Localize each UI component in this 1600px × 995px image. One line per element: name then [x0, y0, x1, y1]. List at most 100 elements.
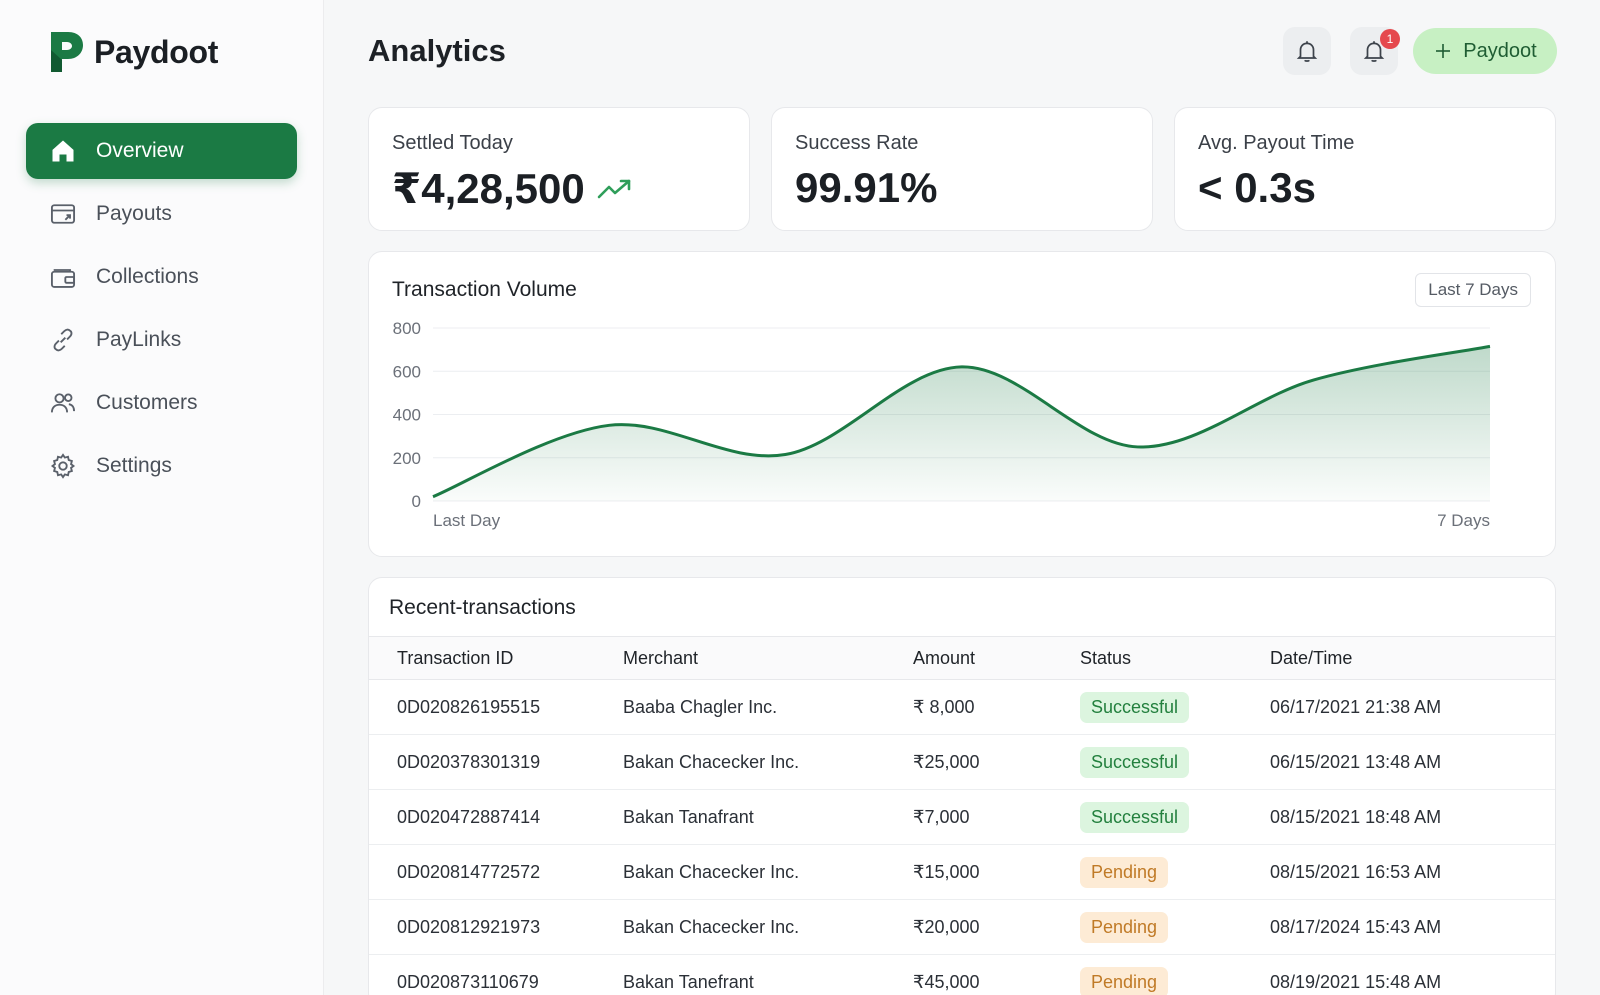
status-cell: Pending	[1080, 899, 1270, 955]
column-header[interactable]: Date/Time	[1270, 647, 1353, 668]
table-title: Recent-transactions	[389, 596, 576, 619]
transaction-id-cell: 0D020472887414	[369, 789, 623, 845]
transaction-id-cell: 0D020826195515	[369, 679, 623, 735]
datetime-cell: 08/15/2021 18:48 AM	[1270, 789, 1555, 845]
series-line	[432, 344, 1491, 499]
table-row[interactable]: 0D020378301319 Bakan Chacecker Inc. ₹25,00…	[369, 734, 1555, 790]
column-header[interactable]: Amount	[913, 647, 976, 668]
kpi-card-avg-payout-time: Avg. Payout Time < 0.3s	[1174, 107, 1556, 231]
amount-cell: ₹45,000	[913, 954, 1080, 995]
sidebar-item-label: PayLinks	[96, 328, 182, 351]
sidebar-item-label: Payouts	[96, 202, 172, 225]
kpi-label: Settled Today	[392, 132, 513, 154]
sidebar-item-label: Overview	[96, 139, 184, 162]
bell-button[interactable]	[1283, 27, 1331, 75]
table-row[interactable]: 0D020826195515 Baaba Chagler Inc. ₹ 8,000 S…	[369, 679, 1555, 735]
y-tick-label: 200	[393, 449, 421, 468]
trend-up-icon	[597, 179, 631, 198]
transaction-id-cell: 0D020873110679	[369, 954, 623, 995]
amount-cell: ₹20,000	[913, 899, 1080, 955]
paydoot-action-button[interactable]: Paydoot	[1413, 28, 1557, 74]
paydoot-logo-icon	[51, 32, 83, 72]
status-cell: Successful	[1080, 679, 1270, 735]
brand[interactable]: Paydoot	[48, 30, 218, 74]
table-row[interactable]: 0D020472887414 Bakan Tanafrant ₹7,000 Succe…	[369, 789, 1555, 845]
series-area	[433, 346, 1490, 501]
brand-name: Paydoot	[94, 33, 219, 70]
wallet-icon	[48, 262, 78, 292]
table-row[interactable]: 0D020873110679 Bakan Tanefrant ₹45,000 Pend…	[369, 954, 1555, 995]
sidebar-item-settings[interactable]: Settings	[26, 438, 297, 494]
recent-transactions-card: Recent-transactions Transaction ID Merch…	[368, 577, 1556, 995]
sidebar-item-customers[interactable]: Customers	[26, 375, 297, 431]
sidebar-item-label: Collections	[96, 265, 199, 288]
table-row[interactable]: 0D020812921973 Bakan Chacecker Inc. ₹20,00…	[369, 899, 1555, 955]
sidebar-item-label: Settings	[96, 454, 172, 477]
notifications-button[interactable]: 1	[1350, 27, 1400, 75]
x-tick-label: Last Day	[433, 511, 501, 530]
gear-icon	[48, 451, 78, 481]
column-header[interactable]: Status	[1080, 647, 1132, 668]
kpi-card-success-rate: Success Rate 99.91%	[771, 107, 1153, 231]
sidebar-item-paylinks[interactable]: PayLinks	[26, 312, 297, 368]
amount-cell: ₹15,000	[913, 844, 1080, 900]
transactions-table: Transaction ID Merchant Amount Status Da…	[369, 636, 1555, 995]
chart-title: Transaction Volume	[392, 278, 577, 301]
datetime-cell: 08/15/2021 16:53 AM	[1270, 844, 1555, 900]
status-cell: Pending	[1080, 954, 1270, 995]
kpi-card-settled-today: Settled Today ₹4,28,500	[368, 107, 750, 231]
kpi-value: 99.91%	[795, 164, 938, 211]
datetime-cell: 08/17/2024 15:43 AM	[1270, 899, 1555, 955]
status-badge: Pending	[1080, 911, 1169, 943]
kpi-value: ₹4,28,500	[392, 165, 585, 212]
sidebar-item-payouts[interactable]: Payouts	[26, 186, 297, 242]
datetime-cell: 06/17/2021 21:38 AM	[1270, 679, 1555, 735]
x-tick-label: 7 Days	[1437, 511, 1490, 530]
merchant-cell: Baaba Chagler Inc.	[623, 679, 913, 735]
notification-badge: 1	[1380, 29, 1400, 49]
transaction-id-cell: 0D020378301319	[369, 734, 623, 790]
y-tick-label: 0	[412, 492, 421, 511]
kpi-value: < 0.3s	[1198, 164, 1316, 211]
table-header-row: Transaction ID Merchant Amount Status Da…	[369, 636, 1555, 680]
y-tick-label: 800	[393, 319, 421, 338]
sidebar-item-collections[interactable]: Collections	[26, 249, 297, 305]
link-icon	[48, 325, 78, 355]
transaction-id-cell: 0D020812921973	[369, 899, 623, 955]
transaction-volume-card: Transaction Volume Last 7 Days 0 200 400 60…	[368, 251, 1556, 557]
cta-label: Paydoot	[1463, 39, 1537, 62]
users-icon	[48, 388, 78, 418]
merchant-cell: Bakan Chacecker Inc.	[623, 734, 913, 790]
status-badge: Pending	[1080, 856, 1169, 888]
transaction-volume-chart: 0 200 400 600 800 Last Day 7 Days	[393, 319, 1491, 530]
datetime-cell: 06/15/2021 13:48 AM	[1270, 734, 1555, 790]
date-range-select[interactable]: Last 7 Days	[1415, 273, 1531, 307]
amount-cell: ₹7,000	[913, 789, 1080, 845]
status-badge: Successful	[1080, 746, 1190, 778]
payout-card-icon	[48, 199, 78, 229]
sparkle-icon	[1436, 44, 1451, 58]
transaction-id-cell: 0D020814772572	[369, 844, 623, 900]
sidebar-item-overview[interactable]: Overview	[26, 123, 297, 179]
amount-cell: ₹ 8,000	[913, 679, 1080, 735]
bell-icon	[1296, 41, 1318, 62]
column-header[interactable]: Transaction ID	[397, 647, 514, 668]
status-badge: Pending	[1080, 966, 1169, 995]
status-cell: Successful	[1080, 734, 1270, 790]
amount-cell: ₹25,000	[913, 734, 1080, 790]
datetime-cell: 08/19/2021 15:48 AM	[1270, 954, 1555, 995]
y-tick-label: 400	[393, 406, 421, 425]
sidebar: Paydoot Overview Payouts Collections Pay…	[0, 0, 324, 995]
page-title: Analytics	[368, 33, 506, 68]
kpi-label: Avg. Payout Time	[1198, 132, 1355, 154]
merchant-cell: Bakan Chacecker Inc.	[623, 844, 913, 900]
kpi-label: Success Rate	[795, 132, 919, 154]
merchant-cell: Bakan Chacecker Inc.	[623, 899, 913, 955]
y-tick-label: 600	[393, 362, 421, 381]
table-row[interactable]: 0D020814772572 Bakan Chacecker Inc. ₹15,00…	[369, 844, 1555, 900]
status-badge: Successful	[1080, 801, 1190, 833]
merchant-cell: Bakan Tanefrant	[623, 954, 913, 995]
column-header[interactable]: Merchant	[623, 647, 699, 668]
home-icon	[48, 136, 78, 166]
status-cell: Pending	[1080, 844, 1270, 900]
